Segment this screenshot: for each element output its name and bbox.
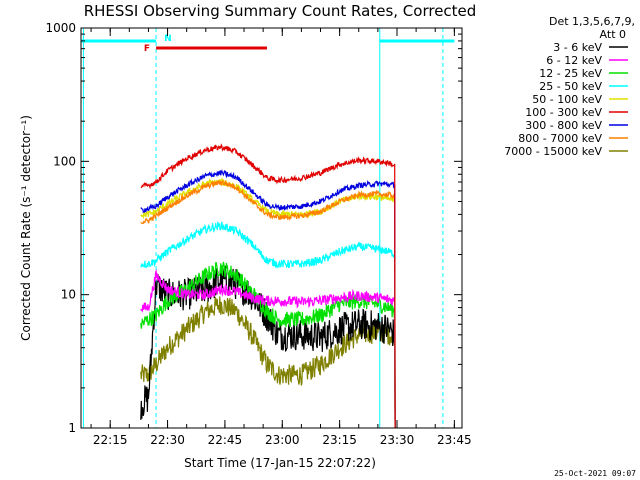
legend-label-8: 800 - 7000 keV [518,132,602,145]
x-axis-label: Start Time (17-Jan-15 22:07:22) [184,456,376,470]
series-line-300-800keV [140,169,396,429]
x-axis-ticks: 22:15 22:30 22:45 23:00 23:15 23:30 23:45 [90,28,472,447]
legend-label-7: 300 - 800 keV [525,119,602,132]
legend-label-9: 7000 - 15000 keV [504,145,602,158]
series-line-6-12keV [140,268,396,429]
x-tick-label-22:15: 22:15 [93,433,128,447]
x-tick-label-22:30: 22:30 [150,433,185,447]
y-tick-label-1000: 1000 [45,21,76,35]
footer-date: 25-Oct-2021 09:07 [554,469,636,478]
plot-area: NF [81,28,455,429]
plot-frame [80,27,463,429]
legend-label-1: 3 - 6 keV [553,41,602,54]
x-tick-label-23:15: 23:15 [322,433,357,447]
legend-header-line-1: Det 1,3,5,6,7,9, [549,15,635,28]
y-tick-label-100: 100 [53,154,76,168]
legend-label-2: 6 - 12 keV [546,54,602,67]
y-tick-label-1: 1 [68,421,76,435]
flare-flag-label: F [144,44,150,54]
y-tick-label-10: 10 [61,288,76,302]
chart-title: RHESSI Observing Summary Count Rates, Co… [84,2,477,20]
legend-label-6: 100 - 300 keV [525,106,602,119]
series-line-12-25keV [140,261,396,429]
series-line-7000-15000keV [140,296,396,429]
x-tick-label-22:45: 22:45 [208,433,243,447]
y-axis-ticks: 1 10 100 1000 [45,21,462,435]
legend-label-5: 50 - 100 keV [532,93,602,106]
x-tick-label-23:45: 23:45 [437,433,472,447]
x-tick-label-23:30: 23:30 [380,433,415,447]
night-flag-label: N [164,34,172,44]
legend-label-3: 12 - 25 keV [539,67,602,80]
y-axis-label: Corrected Count Rate (s⁻¹ detector⁻¹) [19,115,33,341]
series-line-25-50keV [140,220,396,429]
series-line-800-7000keV [140,179,396,429]
series-line-3-6keV [140,265,396,429]
legend-label-4: 25 - 50 keV [539,80,602,93]
series-line-100-300keV [140,143,396,429]
x-tick-label-23:00: 23:00 [265,433,300,447]
legend-header-line-2: Att 0 [600,28,626,41]
